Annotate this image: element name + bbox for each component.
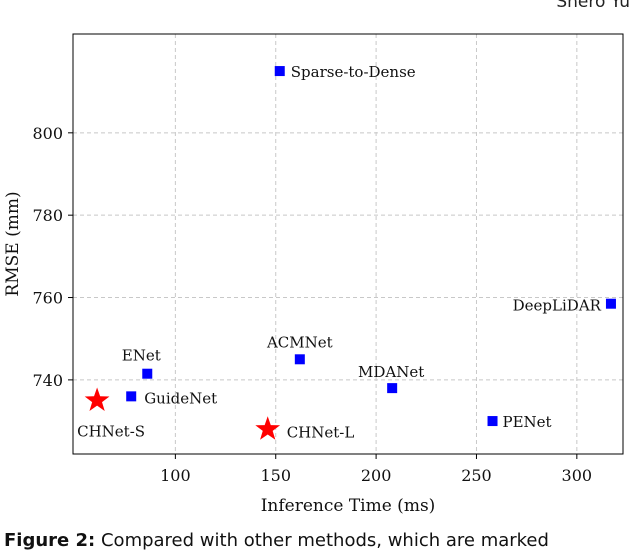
point-label-deeplidar: DeepLiDAR (513, 297, 602, 315)
point-label-sparse-to-dense: Sparse-to-Dense (291, 63, 416, 81)
grid-lines (73, 34, 623, 454)
y-tick-label: 740 (32, 371, 63, 390)
x-tick-label: 150 (260, 466, 291, 485)
point-label-mdanet: MDANet (358, 363, 424, 381)
y-tick-label: 760 (32, 289, 63, 308)
x-tick-label: 200 (361, 466, 392, 485)
x-tick-label: 300 (562, 466, 593, 485)
y-tick-label: 780 (32, 206, 63, 225)
square-marker-sparse-to-dense (274, 66, 285, 77)
star-marker-chnet-s (84, 387, 110, 411)
page-header-fragment: Snero Yu (556, 0, 630, 12)
scatter-chart: 100 150 200 250 300 740 760 780 800 Sparse-to-De… (3, 33, 624, 516)
point-label-chnet-l: CHNet-L (287, 423, 355, 441)
point-labels: Sparse-to-Dense DeepLiDAR ACMNet ENet MDANet… (77, 63, 602, 441)
square-marker-acmnet (294, 354, 305, 365)
x-tick-label: 250 (461, 466, 492, 485)
x-axis-title: Inference Time (ms) (261, 496, 436, 516)
square-marker-mdanet (387, 383, 398, 394)
axis-ticks: 100 150 200 250 300 740 760 780 800 (32, 124, 592, 485)
data-points (84, 66, 616, 440)
caption-label: Figure 2: (4, 530, 96, 551)
point-label-acmnet: ACMNet (266, 333, 333, 351)
square-marker-deeplidar (605, 298, 616, 309)
plot-frame (72, 33, 624, 455)
star-marker-chnet-l (255, 416, 281, 440)
figure-caption: Figure 2: Compared with other methods, w… (4, 530, 549, 551)
caption-text: Compared with other methods, which are m… (100, 530, 549, 551)
y-axis-title: RMSE (mm) (3, 191, 23, 296)
square-marker-enet (142, 368, 153, 379)
square-marker-guidenet (126, 391, 137, 402)
point-label-chnet-s: CHNet-S (77, 422, 145, 440)
point-label-guidenet: GuideNet (144, 389, 217, 407)
point-label-enet: ENet (122, 347, 161, 365)
x-tick-label: 100 (160, 466, 191, 485)
y-tick-label: 800 (32, 124, 63, 143)
square-marker-penet (487, 416, 498, 427)
point-label-penet: PENet (503, 413, 552, 431)
